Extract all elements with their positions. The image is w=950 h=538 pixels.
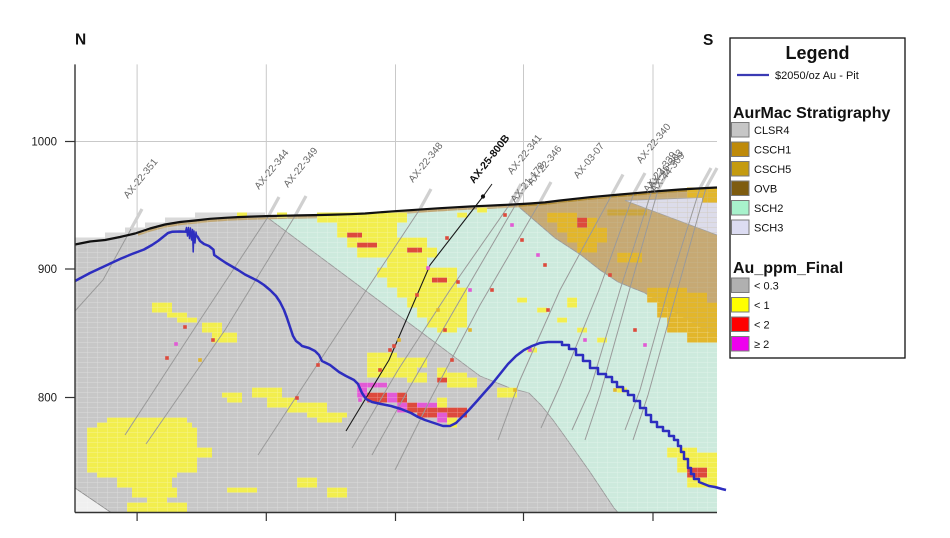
svg-text:CLSR4: CLSR4 xyxy=(754,125,789,137)
svg-text:< 1: < 1 xyxy=(754,300,770,312)
svg-text:< 2: < 2 xyxy=(754,320,770,332)
svg-text:$2050/oz Au - Pit: $2050/oz Au - Pit xyxy=(775,70,859,82)
svg-text:< 0.3: < 0.3 xyxy=(754,281,779,293)
svg-text:SCH2: SCH2 xyxy=(754,203,783,215)
svg-text:AurMac Stratigraphy: AurMac Stratigraphy xyxy=(733,105,890,122)
svg-text:SCH3: SCH3 xyxy=(754,223,783,235)
svg-text:OVB: OVB xyxy=(754,184,777,196)
svg-text:S: S xyxy=(703,32,713,49)
svg-text:1000: 1000 xyxy=(31,137,57,149)
svg-text:CSCH1: CSCH1 xyxy=(754,145,791,157)
svg-text:800: 800 xyxy=(38,393,57,405)
svg-text:Au_ppm_Final: Au_ppm_Final xyxy=(733,260,843,277)
svg-text:Legend: Legend xyxy=(785,43,849,63)
svg-text:900: 900 xyxy=(38,264,57,276)
svg-text:CSCH5: CSCH5 xyxy=(754,164,791,176)
svg-text:≥ 2: ≥ 2 xyxy=(754,339,769,351)
svg-text:N: N xyxy=(75,32,86,49)
